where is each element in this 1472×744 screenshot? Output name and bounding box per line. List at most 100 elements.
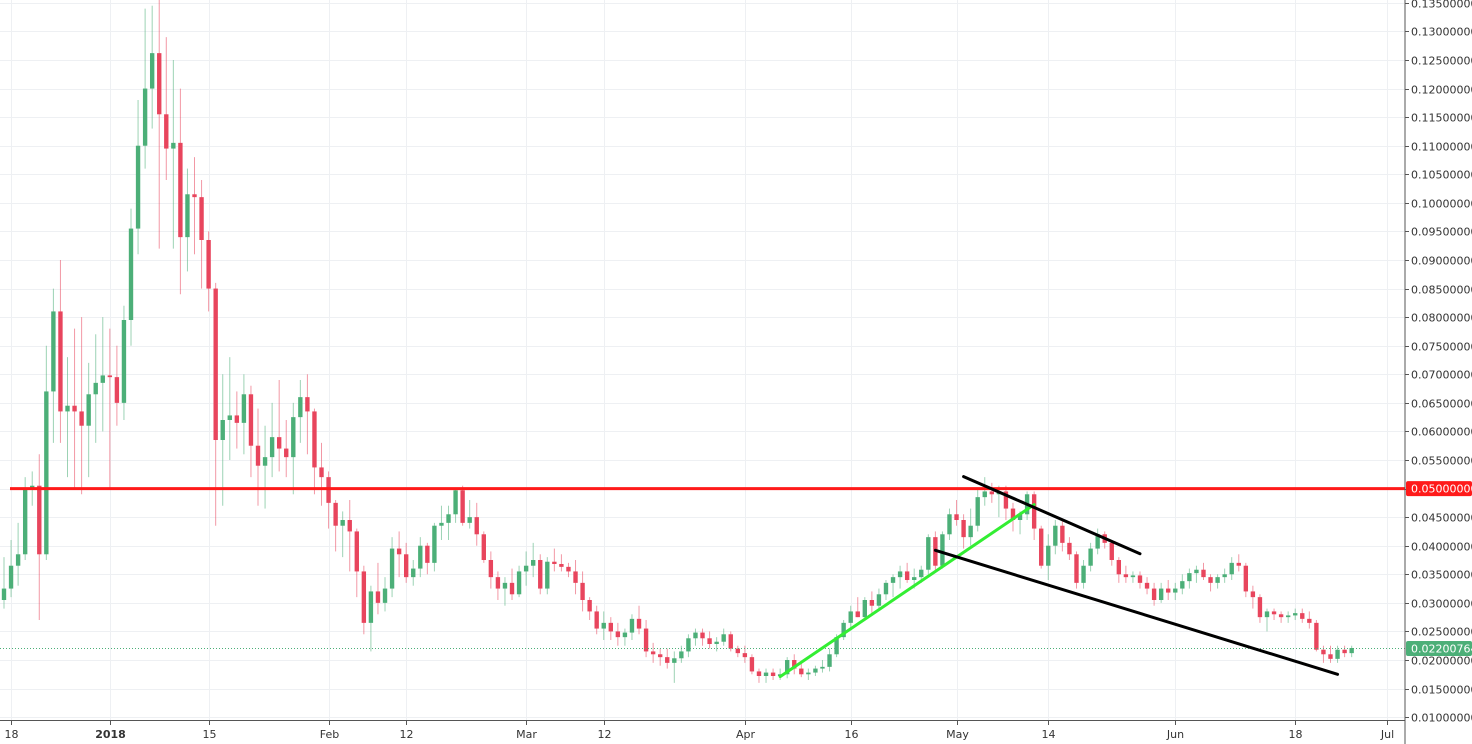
candle-body [1010,508,1016,520]
candle-body [516,571,522,595]
candle-body [276,437,282,449]
candle-body [298,397,303,418]
candle-body [806,672,811,675]
uptrend-line[interactable] [778,503,1036,679]
candle-up [947,508,952,540]
candle-down [1201,562,1206,580]
candle-down [1166,580,1171,600]
candle-body [199,197,204,240]
y-tick-label: 0.10500000 [1411,169,1472,182]
candle-body [382,588,388,603]
candle-body [1109,542,1114,560]
candle-body [1116,560,1122,575]
candle-up [411,560,416,586]
candle-body [749,657,755,672]
candle-body [86,394,91,426]
candle-body [269,437,275,458]
candle-body [876,594,882,606]
candle-down [1151,582,1157,606]
candle-body [756,671,762,676]
y-tick-label: 0.08000000 [1411,312,1472,325]
candle-body [1321,649,1326,655]
candle-down [361,565,367,635]
candle-body [58,311,63,412]
candle-down [1116,557,1122,583]
candle-down [1060,520,1065,552]
candle-up [883,580,889,600]
y-axis[interactable]: 0.01000000 0.01500000 0.02000000 0.02500000… [1404,0,1472,744]
candle-up [693,628,698,646]
candle-body [481,534,486,560]
candle-down [1257,594,1263,623]
candle-up [22,477,28,560]
candle-body [305,397,310,412]
candle-up [100,317,105,432]
candle-body [785,660,790,675]
candle-body [100,375,105,383]
candle-body [926,537,931,570]
candle-down [234,391,240,449]
candle-up [227,357,232,460]
candle-up [439,505,444,540]
candle-body [693,632,698,639]
candle-up [1081,560,1086,589]
candle-body [1271,611,1277,615]
candle-body [51,311,56,392]
candle-body [79,411,84,426]
candle-body [1278,614,1284,618]
candle-up [940,531,945,569]
candle-up [1229,557,1234,580]
candle-body [1222,574,1227,578]
candle-down [354,528,359,598]
drawings[interactable] [0,475,1405,679]
y-tick-label: 0.04500000 [1411,512,1472,525]
candle-body [164,114,169,149]
y-tick-label: 0.02500000 [1411,626,1472,639]
candle-up [1130,571,1136,583]
candle-down [1342,645,1347,658]
candle-up [545,557,550,595]
candle-body [1046,545,1051,566]
candle-up [785,657,790,679]
candle-body [474,517,479,535]
candle-down [961,514,966,549]
candle-body [650,651,656,655]
candle-body [792,660,797,669]
candle-up [142,8,148,169]
candle-body [1307,618,1312,623]
candle-body [312,411,317,468]
candle-up [968,508,973,546]
candle-body [1264,611,1270,618]
candle-body [255,445,261,466]
candle-body [488,560,494,578]
channel-lower-line[interactable] [933,548,1340,676]
x-axis[interactable]: 18 2018 15 Feb 12 Mar 12 Apr 16 May 14 Jun 18 Jul [0,720,1405,741]
candle-body [883,582,889,595]
y-tick-label: 0.13500000 [1411,0,1472,11]
candle-body [1229,562,1234,575]
candle-up [418,537,423,578]
candle-body [1095,534,1100,549]
candle-up [629,614,635,640]
candle-body [248,394,254,446]
candle-up [220,374,225,506]
candle-body [8,565,14,589]
candle-up [389,537,395,598]
candle-body [721,634,726,642]
candle-down [658,648,663,666]
candle-down [305,374,310,455]
candle-up [1158,582,1164,603]
candle-body [1130,575,1136,578]
candle-down [770,668,776,680]
candle-body [185,194,190,238]
last-price-tag: 0.02200764 [1406,641,1472,657]
candle-down [799,662,804,678]
candle-down [538,554,543,595]
candle-up [1222,568,1227,583]
candle-up [446,505,451,540]
candle-up [1053,520,1058,555]
candle-down [312,408,317,495]
channel-upper-line[interactable] [962,475,1142,556]
